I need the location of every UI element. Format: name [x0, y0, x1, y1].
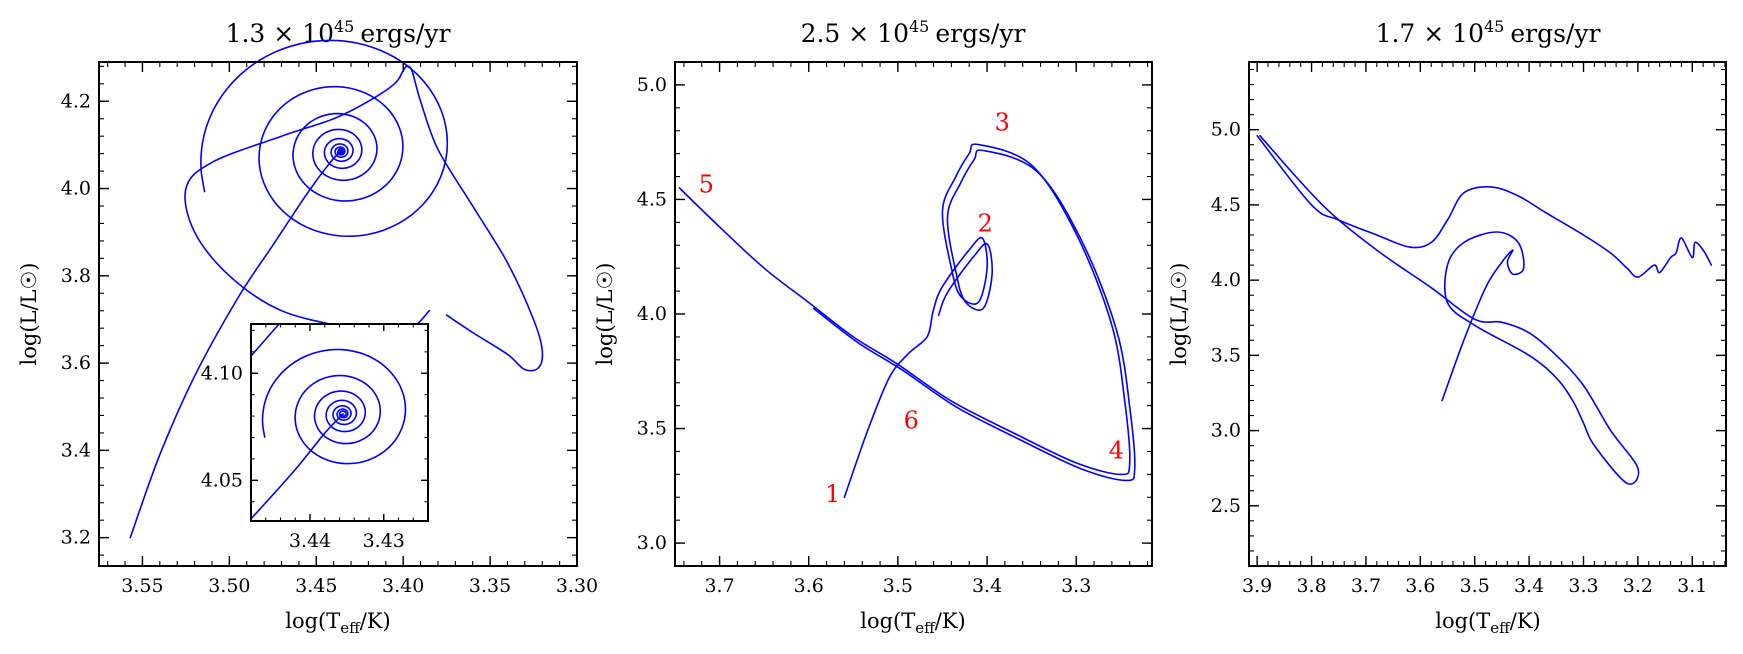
- panel-1-title: 1.3 × 1045 ergs/yr: [226, 17, 451, 48]
- panel-3-title: 1.7 × 1045 ergs/yr: [1376, 17, 1601, 48]
- panel-1-ylabel: log(L/L☉): [17, 263, 41, 366]
- panel-2-xtick-label: 3.4: [972, 575, 1002, 597]
- panel-3-xtick-label: 3.4: [1514, 575, 1544, 597]
- panel-3: 1.7 × 1045 ergs/yr 3.9 3.8 3.7 3.6 3.5 3.4 3.3 3…: [1167, 17, 1727, 637]
- panel-3-xtick-label: 3.2: [1623, 575, 1653, 597]
- phase-label-1: 1: [825, 480, 840, 508]
- panel-1-xtick-label: 3.50: [208, 575, 250, 597]
- panel-1-ytick-label: 3.4: [61, 439, 91, 461]
- panel-3-series-2: [1256, 134, 1713, 278]
- panel-3-frame: [1248, 61, 1727, 567]
- panel-2-ytick-label: 4.0: [637, 303, 667, 325]
- panel-3-ytick-label: 2.5: [1211, 495, 1241, 517]
- phase-label-2: 2: [978, 210, 993, 238]
- panel-2-title: 2.5 × 1045 ergs/yr: [801, 17, 1026, 48]
- panel-1-fixed-point: [337, 147, 345, 155]
- panel-1-inset-xtick-label: 3.43: [363, 530, 405, 552]
- panel-3-ytick-label: 4.5: [1211, 194, 1241, 216]
- panel-2-ylabel: log(L/L☉): [593, 263, 617, 366]
- panel-3-ytick-label: 5.0: [1211, 119, 1241, 141]
- panel-1-xtick-label: 3.40: [382, 575, 424, 597]
- panel-1-xlabel: log(Teff/K): [285, 609, 391, 637]
- panel-1-inset-track: [250, 413, 344, 520]
- panel-2-xlabel: log(Teff/K): [860, 609, 966, 637]
- panel-3-xtick-label: 3.7: [1351, 575, 1381, 597]
- panel-1-ytick-label: 3.2: [61, 527, 91, 549]
- panel-2-xtick-label: 3.6: [794, 575, 824, 597]
- panel-1-ytick-label: 4.2: [61, 90, 91, 112]
- panel-3-xtick-label: 3.6: [1405, 575, 1435, 597]
- panel-1-inset-series: [250, 323, 407, 520]
- phase-label-5: 5: [699, 171, 714, 199]
- panel-1-inset-ticks: 3.44 3.43 4.05 4.10: [201, 324, 429, 552]
- panel-2-ytick-label: 5.0: [637, 74, 667, 96]
- panel-2-ytick-label: 3.5: [637, 418, 667, 440]
- panel-2-xtick-label: 3.5: [883, 575, 913, 597]
- panel-3-xtick-label: 3.9: [1242, 575, 1272, 597]
- panel-2-series: [678, 143, 1136, 499]
- panel-2-ytick-label: 3.0: [637, 532, 667, 554]
- panel-2-ytick-label: 4.5: [637, 188, 667, 210]
- panel-1: 1.3 × 1045 ergs/yr 3.55 3.50 3.45 3.40 3.35 3.…: [17, 17, 598, 637]
- panel-3-xlabel: log(Teff/K): [1435, 609, 1541, 637]
- panel-1-inset-spiral: [261, 348, 407, 465]
- panel-3-ytick-label: 3.0: [1211, 420, 1241, 442]
- panel-2: 2.5 × 1045 ergs/yr 3.7 3.6 3.5 3.4 3.3 3.0 3.5 4…: [593, 17, 1153, 637]
- panel-1-series: [129, 39, 544, 539]
- panel-1-inset-xtick-label: 3.44: [289, 530, 331, 552]
- panel-3-series: [1256, 134, 1713, 485]
- panel-1-inset-background: [251, 324, 428, 521]
- panel-1-ytick-label: 3.6: [61, 352, 91, 374]
- panel-3-ytick-label: 4.0: [1211, 269, 1241, 291]
- panel-3-xtick-label: 3.8: [1296, 575, 1326, 597]
- panel-1-frame: [98, 61, 578, 567]
- panel-3-ytick-label: 3.5: [1211, 344, 1241, 366]
- panel-2-ticks: 3.7 3.6 3.5 3.4 3.3 3.0 3.5 4.0 4.5 5.0: [637, 61, 1152, 597]
- panel-2-series-1: [678, 143, 1131, 499]
- panel-1-ticks: 3.55 3.50 3.45 3.40 3.35 3.30 3.2 3.4 3.6 3.8 4.0 4…: [61, 62, 598, 597]
- panel-1-ytick-label: 4.0: [61, 178, 91, 200]
- panel-2-xtick-label: 3.7: [704, 575, 734, 597]
- panel-2-series-1-second-pass: [812, 149, 1136, 482]
- phase-label-3: 3: [995, 109, 1010, 137]
- panel-1-inset: 3.44 3.43 4.05 4.10: [201, 323, 429, 552]
- panel-1-spiral: [200, 39, 449, 238]
- panel-1-series-1: [129, 150, 342, 539]
- panel-1-xtick-label: 3.30: [556, 575, 598, 597]
- panel-1-xtick-label: 3.35: [469, 575, 511, 597]
- panel-1-inset-outer-loop: [250, 323, 280, 357]
- panel-2-phase-labels: 1 2 3 4 5 6: [699, 109, 1124, 508]
- panel-1-xtick-label: 3.55: [121, 575, 163, 597]
- phase-label-4: 4: [1109, 436, 1124, 464]
- panel-3-ylabel: log(L/L☉): [1167, 263, 1191, 366]
- panel-3-xtick-label: 3.1: [1677, 575, 1707, 597]
- phase-label-6: 6: [904, 407, 919, 435]
- panel-3-xtick-label: 3.5: [1460, 575, 1490, 597]
- panel-1-inset-frame: [250, 323, 429, 522]
- panel-1-ytick-label: 3.8: [61, 265, 91, 287]
- panel-2-frame: [674, 61, 1153, 567]
- panel-1-inset-ytick-label: 4.05: [201, 469, 243, 491]
- panel-1-inset-ytick-label: 4.10: [201, 362, 243, 384]
- panel-3-xtick-label: 3.3: [1568, 575, 1598, 597]
- panel-3-series-1: [1259, 134, 1640, 485]
- panel-2-xtick-label: 3.3: [1061, 575, 1091, 597]
- panel-1-series-2: [184, 65, 544, 372]
- panel-1-xtick-label: 3.45: [295, 575, 337, 597]
